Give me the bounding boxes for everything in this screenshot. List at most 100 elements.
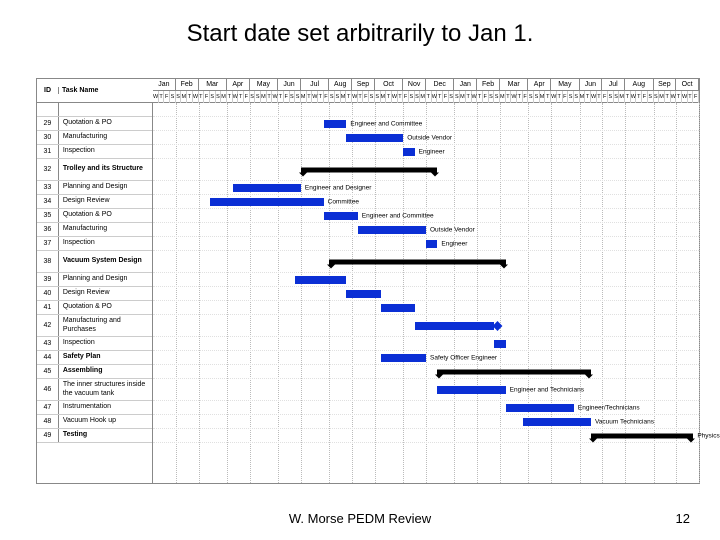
task-row: 46The inner structures inside the vacuum… [37,379,152,401]
month-cell: Jul [602,79,625,90]
task-bar [324,120,347,128]
task-row: 45Assembling [37,365,152,379]
bar-label: Engineer and Committee [350,120,422,127]
task-name: Quotation & PO [59,302,152,312]
task-row [37,103,152,117]
task-bar [295,276,346,284]
month-cell: May [250,79,278,90]
gridline [699,103,700,483]
task-name: Testing [59,430,152,440]
task-id: 37 [37,237,59,250]
task-row: 31Inspection [37,145,152,159]
task-bar [381,354,427,362]
timeline-header: JanFebMarAprMayJunJulAugSepOctNovDecJanF… [153,79,699,103]
timeline-row [153,103,699,117]
timeline-row: Outside Vendor [153,131,699,145]
bar-label: Safety Officer Engineer [430,354,497,361]
bar-label: Engineer and Technicians [510,386,584,393]
month-cell: Mar [199,79,227,90]
month-cell: Apr [528,79,551,90]
task-bar [426,240,437,248]
col-name-header: Task Name [59,87,153,94]
milestone-icon [493,321,503,331]
task-row: 48Vacuum Hook up [37,415,152,429]
month-cell: Jan [454,79,477,90]
task-row: 37Inspection [37,237,152,251]
month-cell: Oct [375,79,403,90]
timeline-row: Committee [153,195,699,209]
task-name: Planning and Design [59,274,152,284]
task-id: 44 [37,351,59,364]
month-cell: Jul [301,79,329,90]
timeline-row: Outside Vendor [153,223,699,237]
timeline-row [153,251,699,273]
month-cell: Apr [227,79,250,90]
month-cell: Dec [426,79,454,90]
timeline-row [153,273,699,287]
footer-center: W. Morse PEDM Review [289,511,431,526]
timeline-row: Engineer and Committee [153,117,699,131]
task-row: 40Design Review [37,287,152,301]
task-bar [381,304,415,312]
month-cell: Oct [676,79,699,90]
task-name: Vacuum Hook up [59,416,152,426]
summary-bar [591,433,693,438]
month-cell: Feb [176,79,199,90]
task-row: 35Quotation & PO [37,209,152,223]
task-row: 47Instrumentation [37,401,152,415]
task-id: 39 [37,273,59,286]
month-cell: Jan [153,79,176,90]
task-row: 29Quotation & PO [37,117,152,131]
month-cell: Jun [580,79,603,90]
timeline-row: Engineer [153,145,699,159]
task-row: 43Inspection [37,337,152,351]
month-cell: Mar [500,79,528,90]
task-bar [494,340,505,348]
task-row: 42Manufacturing and Purchases [37,315,152,337]
slide-title: Start date set arbitrarily to Jan 1. [0,0,720,62]
timeline-row: Engineer and Technicians [153,379,699,401]
task-id: 32 [37,159,59,180]
task-name: Manufacturing [59,132,152,142]
month-cell: Sep [654,79,677,90]
month-cell: Aug [329,79,352,90]
task-name: Design Review [59,196,152,206]
summary-bar [437,369,591,374]
task-id: 38 [37,251,59,272]
month-cell: Feb [477,79,500,90]
bar-label: Outside Vendor [407,134,452,141]
bar-label: Outside Vendor [430,226,475,233]
task-bar [437,386,505,394]
bar-label: Engineer and Designer [305,184,372,191]
task-id: 35 [37,209,59,222]
task-row: 33Planning and Design [37,181,152,195]
bar-label: Engineer/Technicians [578,404,640,411]
task-name: Design Review [59,288,152,298]
weeks-row: WTFSSMTWTFSSMTWTFSSMTWTFSSMTWTFSSMTWTFSS… [153,91,699,103]
task-bar [346,134,403,142]
timeline-row: Engineer and Committee [153,209,699,223]
task-id: 29 [37,117,59,130]
task-name: Assembling [59,366,152,376]
task-id: 46 [37,379,59,400]
task-id: 43 [37,337,59,350]
task-bar [358,226,426,234]
task-list: 29Quotation & PO30Manufacturing31Inspect… [37,103,153,483]
task-header: ID Task Name [37,79,153,103]
task-row: 41Quotation & PO [37,301,152,315]
task-name: Trolley and its Structure [59,164,152,174]
bar-label: Engineer and Committee [362,212,434,219]
task-bar [324,212,358,220]
page-number: 12 [676,511,690,526]
task-id: 47 [37,401,59,414]
month-cell: Nov [403,79,426,90]
timeline-row [153,287,699,301]
task-row: 44Safety Plan [37,351,152,365]
bar-label: Engineer [441,240,467,247]
task-row: 32Trolley and its Structure [37,159,152,181]
timeline-row: Physics [153,429,699,443]
task-row: 39Planning and Design [37,273,152,287]
timeline-row: Engineer/Technicians [153,401,699,415]
timeline-row [153,337,699,351]
task-id: 33 [37,181,59,194]
